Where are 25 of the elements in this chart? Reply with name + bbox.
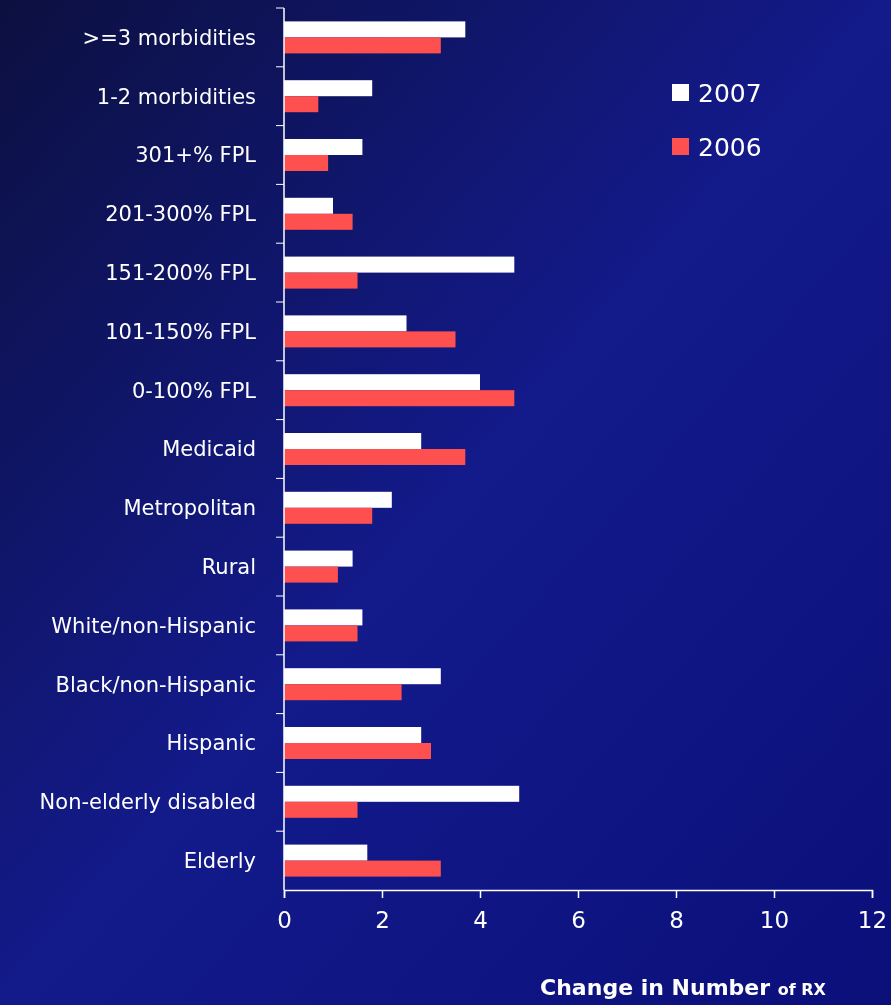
y-tick-label: >=3 morbidities	[82, 25, 256, 50]
legend-label: 2007	[698, 78, 762, 108]
x-tick-label: 8	[669, 907, 684, 934]
y-tick-label: Medicaid	[162, 437, 256, 462]
y-tick-label: Black/non-Hispanic	[55, 672, 256, 697]
y-tick-label: Non-elderly disabled	[39, 790, 256, 815]
x-axis-title: Change in Number of RX	[540, 975, 827, 1000]
x-tick-label: 0	[277, 907, 292, 934]
y-tick-label: 201-300% FPL	[105, 202, 257, 227]
x-tick-label: 6	[571, 907, 586, 934]
y-tick-label: 151-200% FPL	[105, 260, 257, 285]
x-tick-label: 2	[375, 907, 390, 934]
y-tick-label: 0-100% FPL	[131, 378, 257, 403]
y-tick-label: Rural	[201, 554, 256, 579]
y-tick-label: Hispanic	[166, 731, 256, 756]
legend-label: 2006	[698, 132, 762, 162]
y-tick-label: 101-150% FPL	[105, 319, 257, 344]
y-tick-label: Elderly	[183, 848, 256, 873]
x-tick-label: 12	[857, 907, 888, 934]
x-tick-label: 10	[759, 907, 790, 934]
y-tick-label: White/non-Hispanic	[51, 613, 256, 638]
y-tick-label: Metropolitan	[123, 496, 256, 521]
y-tick-label: 1-2 morbidities	[96, 84, 256, 109]
y-tick-label: 301+% FPL	[135, 143, 257, 168]
x-tick-label: 4	[473, 907, 488, 934]
